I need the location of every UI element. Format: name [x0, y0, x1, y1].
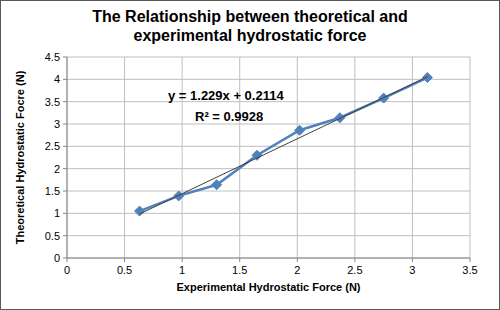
x-grid-line: [412, 57, 413, 258]
y-grid-line: [67, 258, 470, 259]
y-tick-label: 2.5: [45, 140, 60, 152]
y-tick: [63, 168, 67, 169]
x-tick-label: 0: [64, 264, 70, 276]
x-tick: [239, 258, 240, 262]
chart-container: 0 0.5 1 1.5 2 2.5 3 3.5 4 4.5 0 0.5 1 1.5 2 2.5 3 3.5 Expe…: [0, 0, 500, 310]
x-grid-line: [297, 57, 298, 258]
data-point: [295, 125, 305, 135]
plot-area: [135, 73, 433, 217]
x-tick-label: 2.5: [347, 264, 362, 276]
y-tick-label: 3.5: [45, 96, 60, 108]
annotation: y = 1.229x + 0.2114: [168, 88, 284, 103]
x-tick-label: 1.5: [232, 264, 247, 276]
y-tick-label: 0.5: [45, 230, 60, 242]
y-tick: [63, 146, 67, 147]
y-tick-label: 4: [54, 73, 60, 85]
y-tick-label: 4.5: [45, 51, 60, 63]
chart-svg: 0 0.5 1 1.5 2 2.5 3 3.5 4 4.5 0 0.5 1 1.5 2 2.5 3 3.5 Expe…: [0, 0, 500, 310]
title-line: experimental hydrostatic force: [134, 27, 367, 44]
x-grid-line: [354, 57, 355, 258]
y-grid-line: [67, 57, 470, 58]
y-tick: [63, 101, 67, 102]
x-tick: [297, 258, 298, 262]
data-point: [174, 191, 184, 201]
annotation: R² = 0.9928: [195, 109, 263, 124]
y-tick: [63, 258, 67, 259]
y-tick: [63, 79, 67, 80]
y-tick: [63, 213, 67, 214]
x-tick: [182, 258, 183, 262]
x-tick: [412, 258, 413, 262]
data-point: [212, 180, 222, 190]
x-tick-label: 3: [409, 264, 415, 276]
x-grid-line: [470, 57, 471, 258]
y-axis-label: Theoretical Hydrostatic Focre (N): [14, 70, 26, 244]
y-tick: [63, 191, 67, 192]
y-tick: [63, 124, 67, 125]
x-axis-label: Experimental Hydrostatic Force (N): [177, 281, 361, 293]
y-grid-line: [67, 146, 470, 147]
data-point: [135, 206, 145, 216]
y-grid-line: [67, 124, 470, 125]
x-tick: [354, 258, 355, 262]
x-tick-label: 3.5: [462, 264, 477, 276]
x-tick-label: 2: [294, 264, 300, 276]
y-tick-label: 1: [54, 207, 60, 219]
y-grid-line: [67, 191, 470, 192]
data-point: [335, 113, 345, 123]
x-grid-line: [124, 57, 125, 258]
x-tick-label: 0.5: [117, 264, 132, 276]
y-tick-label: 3: [54, 118, 60, 130]
chart-title: The Relationship between theoretical and…: [92, 8, 408, 44]
x-tick-label: 1: [179, 264, 185, 276]
y-grid-line: [67, 168, 470, 169]
trend-line: [140, 77, 428, 214]
x-tick: [67, 258, 68, 262]
data-point: [422, 73, 432, 83]
y-grid-line: [67, 213, 470, 214]
y-tick: [63, 57, 67, 58]
y-grid-line: [67, 235, 470, 236]
y-axis: [67, 57, 68, 258]
x-tick: [470, 258, 471, 262]
y-tick-label: 1.5: [45, 185, 60, 197]
x-tick: [124, 258, 125, 262]
x-grid-line: [67, 57, 68, 258]
y-tick: [63, 235, 67, 236]
y-grid-line: [67, 79, 470, 80]
y-tick-label: 2: [54, 163, 60, 175]
title-line: The Relationship between theoretical and: [92, 8, 408, 25]
chart-border: [1, 1, 500, 310]
data-point: [252, 150, 262, 160]
x-axis: [67, 258, 470, 259]
y-tick-label: 0: [54, 252, 60, 264]
